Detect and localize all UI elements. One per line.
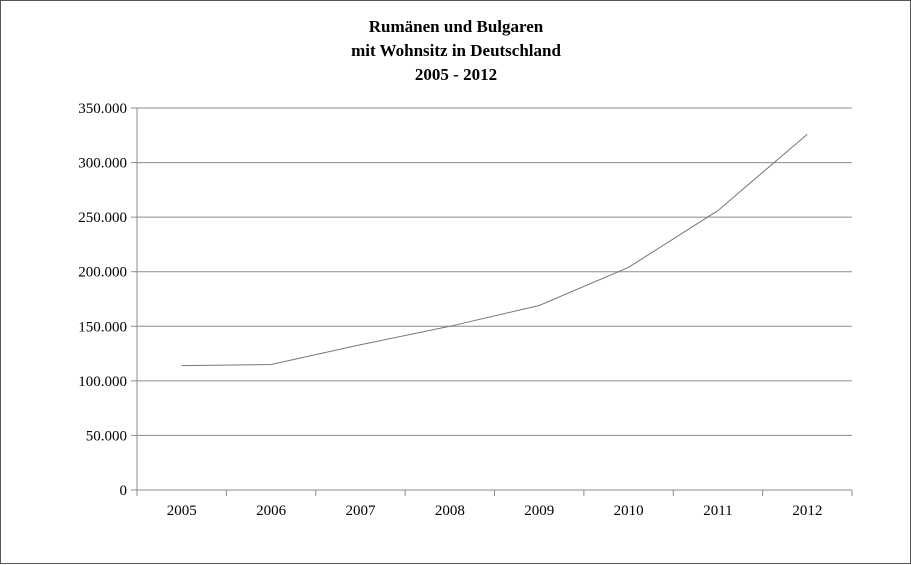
series (181, 133, 808, 367)
y-tick-label: 50.000 (86, 428, 127, 444)
x-tick-label: 2012 (792, 503, 822, 519)
chart-title-line-3: 2005 - 2012 (415, 65, 497, 84)
y-tick-label: 0 (120, 483, 128, 499)
series-line (181, 133, 808, 367)
y-tick-label: 350.000 (78, 101, 127, 117)
y-tick-label: 200.000 (78, 265, 127, 281)
x-tick-label: 2005 (167, 503, 197, 519)
y-tick-label: 250.000 (78, 210, 127, 226)
chart-title: Rumänen und Bulgaren mit Wohnsitz in Deu… (351, 17, 561, 84)
axes (131, 107, 853, 496)
y-tick-label: 150.000 (78, 319, 127, 335)
y-tick-label: 100.000 (78, 374, 127, 390)
chart-title-line-2: mit Wohnsitz in Deutschland (351, 41, 561, 60)
x-axis-tick-labels: 2005 2006 2007 2008 2009 2010 2011 2012 (167, 503, 823, 519)
y-tick-label: 300.000 (78, 156, 127, 172)
y-axis-tick-labels: 0 50.000 100.000 150.000 200.000 250.000 300.0… (78, 101, 127, 499)
x-tick-label: 2011 (703, 503, 732, 519)
chart-title-line-1: Rumänen und Bulgaren (369, 17, 544, 36)
x-tick-label: 2006 (256, 503, 287, 519)
x-tick-label: 2010 (614, 503, 644, 519)
x-tick-label: 2007 (345, 503, 376, 519)
x-tick-label: 2008 (435, 503, 465, 519)
gridlines (137, 107, 852, 436)
x-tick-label: 2009 (524, 503, 554, 519)
